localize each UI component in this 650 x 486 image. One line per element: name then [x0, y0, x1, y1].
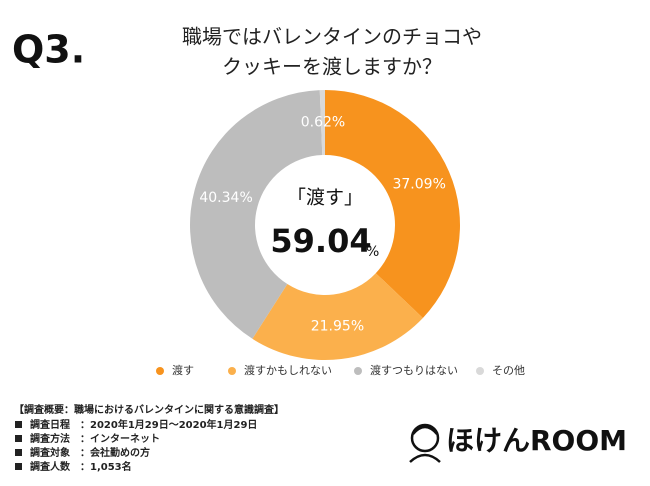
- title-line: クッキーを渡しますか？: [222, 55, 442, 79]
- legend-marker: [228, 367, 236, 375]
- bullet: [15, 463, 22, 470]
- value-label: 0.62%: [301, 115, 345, 131]
- value-label: 21.95%: [311, 319, 364, 335]
- note-label: 調査対象: [30, 446, 70, 459]
- note-value: ：2020年1月29日〜2020年1月29日: [80, 418, 257, 431]
- donut: 37.09% 21.95% 40.34% 0.62%: [190, 90, 461, 360]
- donut-segment: [190, 90, 323, 339]
- legend-marker: [476, 367, 484, 375]
- donut-segment: [325, 90, 461, 318]
- note-value: ：会社勤めの方: [80, 446, 150, 459]
- legend-label: 渡すつもりはない: [370, 363, 458, 377]
- legend-label: 渡すかもしれない: [244, 363, 332, 377]
- legend-marker: [156, 367, 164, 375]
- logo-text: ほけんROOM: [446, 424, 627, 457]
- note-label: 調査日程: [30, 418, 70, 431]
- value-label: 40.34%: [199, 190, 252, 206]
- bullet: [15, 421, 22, 428]
- legend-label: 渡す: [172, 363, 194, 377]
- note-value: ：1,053名: [80, 460, 132, 473]
- legend-label: その他: [492, 364, 525, 377]
- notes-heading: 【調査概要：職場におけるバレンタインに関する意識調査】: [14, 403, 284, 416]
- question-label: Q3.: [12, 28, 85, 72]
- center-value: 59.04: [270, 222, 371, 260]
- title-line: 職場ではバレンタインのチョコや: [182, 25, 482, 49]
- bullet: [15, 435, 22, 442]
- note-label: 調査人数: [30, 460, 71, 473]
- bullet: [15, 449, 22, 456]
- value-label: 37.09%: [392, 177, 445, 193]
- donut-segment: [319, 90, 325, 156]
- donut-segment: [252, 273, 423, 360]
- legend-marker: [354, 367, 362, 375]
- center-unit: %: [366, 244, 379, 260]
- center-label: 「渡す」: [287, 187, 363, 209]
- logo-icon: [409, 423, 441, 463]
- legend: 渡す 渡すかもしれない 渡すつもりはない その他: [156, 363, 525, 377]
- note-value: ：インターネット: [80, 433, 160, 445]
- note-label: 調査方法: [30, 432, 70, 445]
